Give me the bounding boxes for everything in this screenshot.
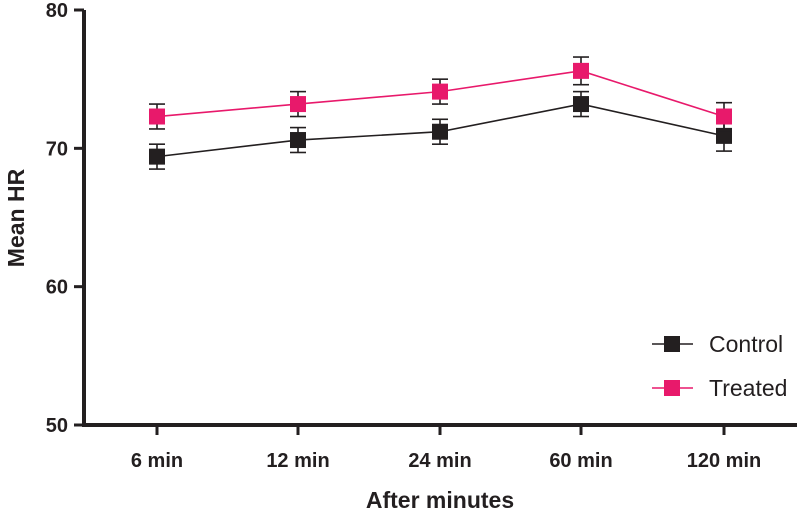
x-tick-label: 12 min bbox=[266, 450, 329, 472]
y-tick-label: 50 bbox=[46, 415, 68, 437]
data-point bbox=[149, 108, 165, 125]
data-point bbox=[290, 132, 306, 149]
axes bbox=[82, 10, 797, 427]
data-point bbox=[573, 62, 589, 79]
legend-marker bbox=[664, 336, 680, 352]
series-layer bbox=[149, 56, 732, 170]
y-tick-label: 60 bbox=[46, 277, 68, 299]
y-axis-title: Mean HR bbox=[3, 168, 29, 267]
x-tick-label: 24 min bbox=[408, 450, 471, 472]
data-point bbox=[573, 96, 589, 113]
data-point bbox=[290, 96, 306, 113]
x-tick-label: 60 min bbox=[549, 450, 612, 472]
x-ticks: 6 min 12 min 24 min 60 min 120 min bbox=[131, 425, 761, 472]
data-point bbox=[432, 83, 448, 100]
series-control bbox=[149, 90, 732, 170]
x-tick-label: 6 min bbox=[131, 450, 183, 472]
x-axis-title: After minutes bbox=[366, 487, 514, 513]
y-tick-label: 70 bbox=[46, 138, 68, 160]
legend: Control Treated bbox=[652, 331, 787, 401]
legend-label: Treated bbox=[709, 375, 787, 401]
y-tick-label: 80 bbox=[46, 0, 68, 22]
series-treated bbox=[149, 56, 732, 132]
legend-label: Control bbox=[709, 331, 783, 357]
x-tick-label: 120 min bbox=[687, 450, 761, 472]
data-point bbox=[149, 148, 165, 165]
y-ticks: 50 60 70 80 bbox=[46, 0, 84, 437]
data-point bbox=[432, 123, 448, 140]
data-point bbox=[716, 127, 732, 144]
legend-marker bbox=[664, 380, 680, 396]
data-point bbox=[716, 108, 732, 125]
